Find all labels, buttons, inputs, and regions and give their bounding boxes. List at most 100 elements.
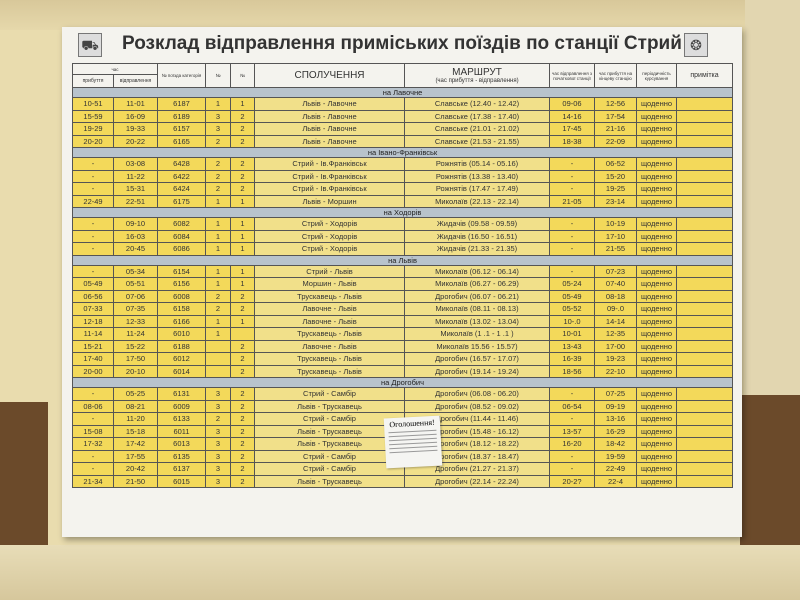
cell-arrival: - [72,157,114,171]
cell-departure: 17-55 [112,449,159,463]
cell-connection: Львів - Моршин [254,194,406,208]
cell-end-arrival: 07-25 [594,387,638,401]
table-row: 05-49 05-51 6156 1 1 Моршин - Львів Миколаїв (… [72,277,734,291]
cell-end-arrival: 12-56 [594,97,638,111]
cell-category [205,339,232,353]
cell-category: 2 [205,182,232,196]
cell-start-departure: 10-.0 [549,314,596,328]
section-title: на Львів [71,254,734,266]
cell-periodicity: щоденно [636,109,678,123]
cell-end-arrival: 22-4 [594,474,638,488]
cell-note [676,157,734,171]
header-route-label: МАРШРУТ [452,67,502,78]
cell-train-number: 6011 [157,424,207,438]
cell-category: 2 [205,169,232,183]
cell-end-arrival: 19-25 [594,182,638,196]
table-row: -20-42 6137 3 2 Стрий - Самбір Дрогобич (21.2… [72,462,734,476]
cell-category: 1 [205,194,232,208]
cell-periodicity: щоденно [636,229,678,243]
cell-train-number: 6187 [157,97,207,111]
table-row: 10-51 11-01 6187 1 1 Львів - Лавочне Славське … [72,97,734,111]
cell-start-departure: - [549,182,596,196]
cell-category: 3 [205,474,232,488]
cell-end-arrival: 22-10 [594,364,638,378]
cell-periodicity: щоденно [636,364,678,378]
cell-cars: 1 [230,314,256,328]
cell-arrival: 15-21 [72,339,114,353]
cell-end-arrival: 23-14 [594,194,638,208]
cell-start-departure: 18-56 [549,364,596,378]
cell-route: Жидачів (21.33 - 21.35) [404,242,551,256]
cell-note [676,122,734,136]
cell-route: Дрогобич (16.57 - 17.07) [404,352,551,366]
cell-arrival: 06-56 [72,289,114,303]
cell-note [676,399,734,413]
cell-train-number: 6014 [157,364,207,378]
cell-departure: 22-51 [112,194,159,208]
cell-end-arrival: 09-19 [594,399,638,413]
cell-departure: 15-22 [112,339,159,353]
cell-cars: 1 [230,264,256,278]
header-route: МАРШРУТ (час прибуття - відправлення) [404,63,551,88]
notice-title: Оголошення! [389,417,435,430]
cell-departure: 16-09 [112,109,159,123]
cell-end-arrival: 21-55 [594,242,638,256]
cell-route: Славське (12.40 - 12.42) [404,97,551,111]
cell-arrival: 15-08 [72,424,114,438]
header-time: час [71,63,159,75]
cell-arrival: 19-29 [72,122,114,136]
cell-start-departure: 14-16 [549,109,596,123]
cell-train-number: 6424 [157,182,207,196]
cell-arrival: - [72,169,114,183]
cell-end-arrival: 09-.0 [594,302,638,316]
cell-connection: Трускавець - Львів [254,327,406,341]
cell-cars: 2 [230,449,256,463]
cell-cars: 2 [230,462,256,476]
cell-route: Дрогобич (08.52 - 09.02) [404,399,551,413]
cell-departure: 20-22 [112,134,159,148]
cell-start-departure: 21-05 [549,194,596,208]
cell-periodicity: щоденно [636,327,678,341]
cell-cars: 2 [230,157,256,171]
cell-note [676,109,734,123]
cell-periodicity: щоденно [636,134,678,148]
cell-departure: 12-33 [112,314,159,328]
cell-end-arrival: 17-00 [594,339,638,353]
section-title: на Івано-Франківськ [71,147,734,158]
cell-connection: Моршин - Львів [254,277,406,291]
cell-cars: 2 [230,109,256,123]
cell-departure: 21-50 [112,474,159,488]
cell-train-number: 6009 [157,399,207,413]
section-title: на Дрогобич [71,377,734,388]
cell-end-arrival: 15-20 [594,169,638,183]
section-header: на Лавочне [71,87,734,98]
timetable-board: ⛟ Розклад відправлення приміських поїзді… [62,27,742,537]
cell-connection: Стрий - Ів.Франківськ [254,169,406,183]
cell-note [676,424,734,438]
cell-departure: 11-24 [112,327,159,341]
cell-end-arrival: 12-35 [594,327,638,341]
cell-note [676,169,734,183]
table-row: 20-20 20-22 6165 2 2 Львів - Лавочне Славське … [72,134,734,148]
cell-arrival: 20-20 [72,134,114,148]
cell-connection: Львів - Лавочне [254,97,406,111]
cell-end-arrival: 17-54 [594,109,638,123]
cell-route: Жидачів (09.58 - 09.59) [404,217,551,231]
cell-category: 3 [205,122,232,136]
emblem-icon: ❂ [684,33,708,57]
cell-start-departure: 13-43 [549,339,596,353]
railway-logo-icon: ⛟ [78,33,102,57]
cell-periodicity: щоденно [636,339,678,353]
cell-note [676,352,734,366]
cell-departure: 15-18 [112,424,159,438]
cell-arrival: 20-00 [72,364,114,378]
cell-end-arrival: 22-49 [594,462,638,476]
cell-cars: 1 [230,277,256,291]
cell-arrival: 07-33 [72,302,114,316]
cell-connection: Львів - Трускавець [254,399,406,413]
cell-end-arrival: 13-16 [594,412,638,426]
cell-category: 3 [205,399,232,413]
cell-start-departure: 05-24 [549,277,596,291]
cell-start-departure: 16-20 [549,437,596,451]
cell-route: Дрогобич (06.07 - 06.21) [404,289,551,303]
